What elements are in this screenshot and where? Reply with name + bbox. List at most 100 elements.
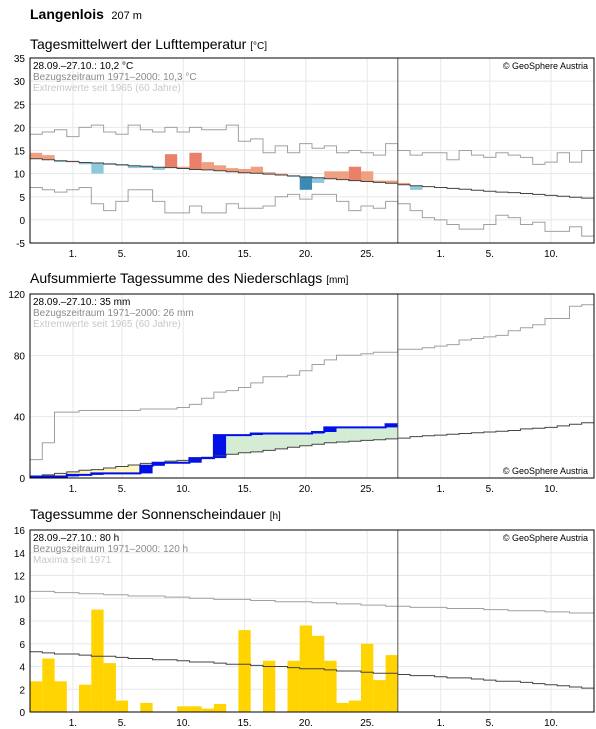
x-tick-label: 20.	[299, 718, 313, 729]
y-tick-label: 120	[8, 290, 25, 301]
precip-daily-bar	[152, 462, 165, 466]
x-tick-label: 5.	[486, 484, 494, 495]
x-tick-label: 15.	[238, 249, 252, 260]
sunshine-bar	[79, 684, 92, 712]
station-elevation: 207 m	[111, 10, 142, 22]
temperature-bar	[201, 162, 214, 170]
annotation-period: 28.09.–27.10.: 80 h	[33, 533, 119, 544]
sunshine-bar	[312, 635, 325, 712]
x-tick-label: 20.	[299, 484, 313, 495]
chart-unit: [h]	[270, 511, 281, 522]
maximum-line	[30, 304, 594, 461]
sunshine-bar	[177, 706, 190, 712]
y-tick-label: 0	[19, 216, 25, 227]
y-tick-label: 10	[14, 170, 26, 181]
sunshine-bar	[373, 680, 386, 712]
x-tick-label: 25.	[360, 718, 374, 729]
chart-title: Tagesmittelwert der Lufttemperatur [°C]	[30, 36, 267, 52]
minimum-line	[30, 187, 594, 237]
precip-deviation-area	[250, 433, 263, 452]
sunshine-bar	[361, 643, 374, 713]
x-tick-label: 25.	[360, 484, 374, 495]
sunshine-bar	[213, 704, 227, 712]
chart-panel-1: Tagesmittelwert der Lufttemperatur [°C] 3…	[14, 36, 595, 260]
annotation-period: 28.09.–27.10.: 10,2 °C	[33, 61, 133, 72]
sunshine-bar	[30, 681, 43, 712]
precip-cumulative-line	[30, 423, 398, 478]
x-tick-label: 10.	[544, 249, 558, 260]
x-tick-label: 1.	[69, 249, 77, 260]
y-tick-label: 40	[14, 413, 26, 424]
annotation-reference: Bezugszeitraum 1971–2000: 26 mm	[33, 308, 194, 319]
x-tick-label: 25.	[360, 249, 374, 260]
precip-deviation-area	[103, 468, 116, 474]
temperature-bar	[410, 185, 423, 190]
annotation-reference: Bezugszeitraum 1971–2000: 10,3 °C	[33, 72, 197, 83]
x-tick-label: 15.	[238, 484, 252, 495]
x-tick-label: 10.	[544, 718, 558, 729]
precip-deviation-area	[385, 424, 398, 439]
station-header: Langenlois 207 m	[30, 6, 142, 24]
precip-deviation-area	[226, 435, 239, 455]
annotation-period: 28.09.–27.10.: 35 mm	[33, 297, 130, 308]
copyright-notice: © GeoSphere Austria	[503, 533, 588, 543]
precip-deviation-area	[91, 469, 104, 474]
precip-deviation-area	[128, 465, 141, 474]
temperature-bar	[30, 152, 43, 159]
y-tick-label: 15	[14, 147, 26, 158]
temperature-bar	[336, 171, 349, 180]
y-tick-label: 4	[19, 663, 25, 674]
y-tick-label: 20	[14, 123, 26, 134]
temperature-bar	[91, 163, 104, 174]
x-tick-label: 1.	[69, 484, 77, 495]
temperature-bar	[226, 168, 239, 172]
precip-deviation-area	[336, 427, 349, 442]
temperature-bar	[177, 166, 190, 169]
temperature-bar	[42, 155, 55, 160]
precip-deviation-area	[177, 460, 190, 463]
x-tick-label: 20.	[299, 249, 313, 260]
temperature-bar	[128, 165, 141, 169]
chart-title: Tagessumme der Sonnenscheindauer [h]	[30, 506, 281, 522]
precip-deviation-area	[361, 427, 374, 441]
sunshine-bar	[201, 708, 214, 712]
sunshine-bar	[336, 702, 349, 712]
y-tick-label: 16	[14, 526, 26, 537]
annotation-reference: Bezugszeitraum 1971–2000: 120 h	[33, 544, 188, 555]
temperature-bar	[263, 172, 276, 174]
temperature-bar	[397, 182, 411, 185]
x-tick-label: 5.	[118, 718, 126, 729]
annotation-extremes: Maxima seit 1971	[33, 555, 112, 566]
y-tick-label: 35	[14, 54, 26, 65]
x-tick-label: 5.	[486, 718, 494, 729]
station-name: Langenlois	[30, 6, 104, 22]
temperature-bar	[79, 162, 92, 165]
annotation-extremes: Extremwerte seit 1965 (60 Jahre)	[33, 83, 181, 94]
annotation-extremes: Extremwerte seit 1965 (60 Jahre)	[33, 319, 181, 330]
precip-daily-bar	[324, 427, 337, 432]
temperature-bar	[250, 166, 263, 174]
precip-deviation-area	[312, 432, 325, 445]
temperature-bar	[348, 166, 362, 181]
copyright-notice: © GeoSphere Austria	[503, 61, 588, 71]
sunshine-bar	[115, 700, 129, 712]
chart-panel-2: Aufsummierte Tagessumme des Niederschlag…	[8, 270, 595, 495]
precip-deviation-area	[373, 427, 386, 440]
temperature-bar	[299, 176, 312, 190]
sunshine-bar	[140, 702, 153, 712]
copyright-notice: © GeoSphere Austria	[503, 466, 588, 476]
sunshine-bar	[385, 655, 398, 712]
y-tick-label: 0	[19, 474, 25, 485]
temperature-bar	[385, 180, 398, 184]
x-tick-label: 1.	[437, 484, 445, 495]
temperature-bar	[238, 169, 251, 173]
sunshine-bar	[348, 700, 362, 712]
maximum-line	[30, 590, 594, 614]
plot-frame	[29, 293, 595, 479]
precip-deviation-area	[79, 470, 92, 475]
sunshine-bar	[91, 609, 104, 712]
temperature-bar	[312, 177, 325, 183]
precip-daily-bar	[213, 435, 227, 459]
precip-daily-bar	[140, 465, 153, 474]
